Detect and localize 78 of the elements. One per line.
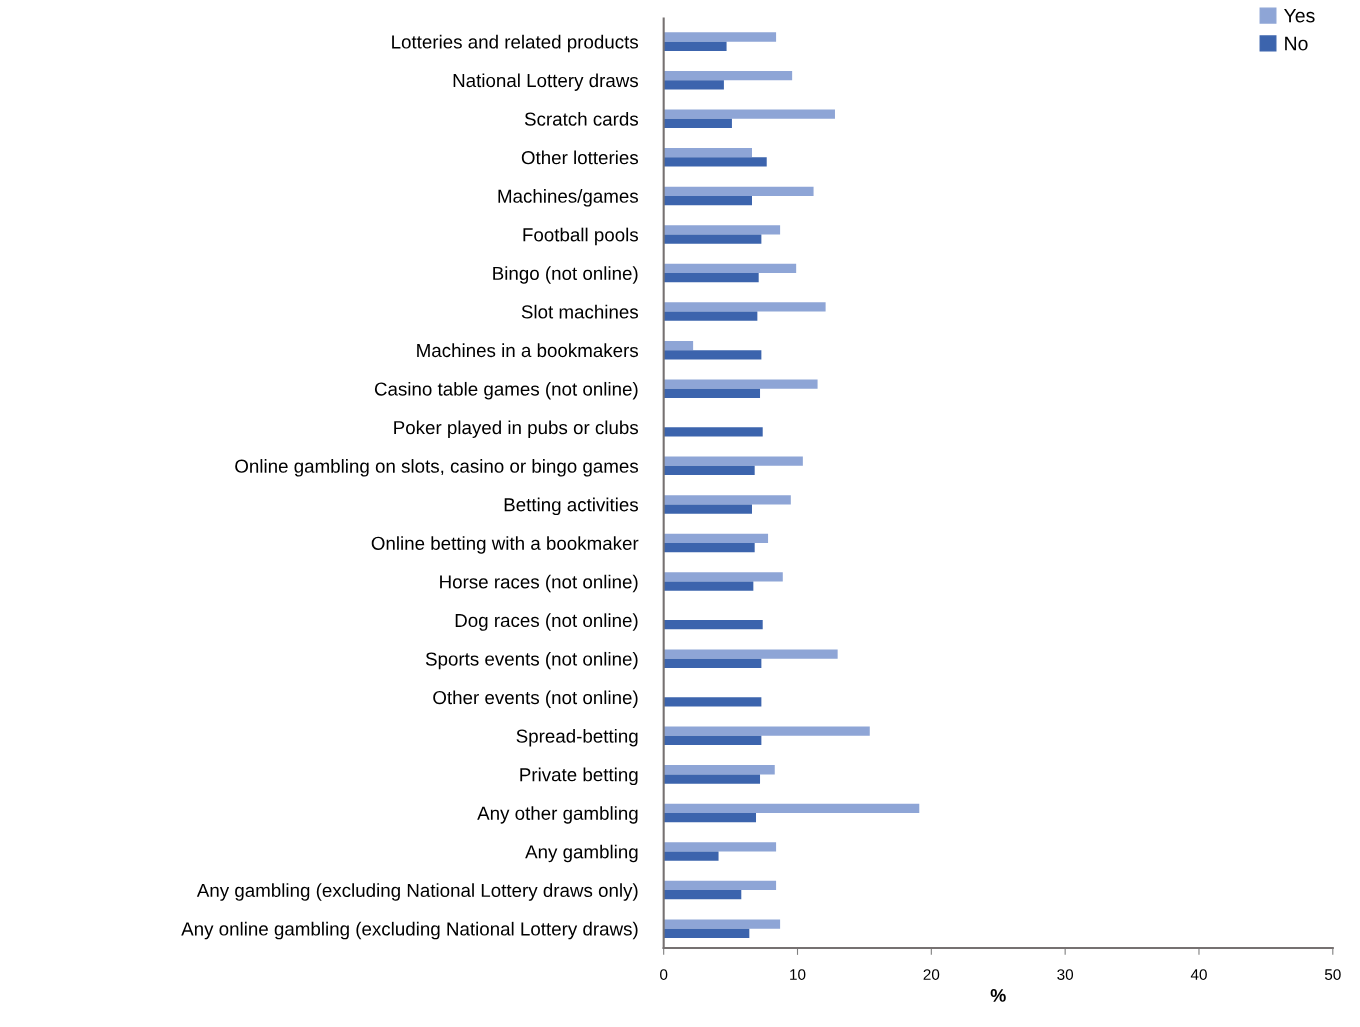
bar [663,726,870,736]
y-tick-label: Poker played in pubs or clubs [394,420,639,438]
y-tick-label: Any gambling (excluding National Lottery draws only) [196,883,638,901]
y-tick-label: Dog races (not online) [455,613,638,631]
bar [663,186,814,196]
bar [663,919,781,929]
y-tick-label: Bingo (not online) [493,266,638,284]
bar [663,456,803,466]
bar [663,735,762,746]
bar [663,157,767,167]
y-tick-label: National Lottery draws [453,73,639,91]
x-tick-label: 20 [923,969,940,980]
bar [663,581,754,591]
bar [663,542,755,553]
y-tick-label: Sports events (not online) [425,651,638,670]
y-tick-label: Lotteries and related products [392,34,639,53]
bar [663,109,835,119]
bar [663,774,761,784]
y-tick-label: Online gambling on slots, casino or bingo games [235,459,639,477]
y-tick-label: Machines/games [498,189,639,207]
y-tick-label: Any online gambling (excluding National Lottery draws) [181,921,638,940]
y-tick-label: Any other gambling [477,806,638,824]
bar [663,697,762,707]
bar [663,495,791,505]
bar [663,234,762,244]
bar [663,504,752,514]
x-axis-title: % [990,989,1006,1002]
bar [663,195,752,206]
y-tick-label: Slot machines [521,304,639,319]
bar [663,350,762,360]
bar [663,273,759,283]
x-tick-label: 0 [660,969,668,980]
y-tick-label: Spread-betting [516,729,638,747]
bar [663,118,732,129]
bar [663,70,793,81]
y-tick-label: Football pools [523,227,639,246]
x-tick-label: 40 [1190,969,1207,980]
bar [663,890,742,900]
bar [663,388,761,398]
bar [663,880,777,891]
bar [663,572,783,582]
y-tick-label: Machines in a bookmakers [417,343,639,358]
y-tick-label: Casino table games (not online) [374,381,638,400]
bar [663,80,724,90]
y-tick-label: Betting activities [504,497,639,516]
x-tick-label: 10 [790,969,806,980]
bar [663,302,826,312]
y-tick-label: Any gambling [525,844,638,863]
bar [663,620,763,630]
y-tick-label: Scratch cards [524,111,639,126]
bar [663,842,777,852]
bar [663,427,763,437]
bar [663,41,727,51]
x-tick-label: 30 [1057,969,1074,980]
bar [663,225,781,235]
bar [663,851,719,861]
bar [663,649,838,659]
bar [663,803,920,813]
y-tick-label: Online betting with a bookmaker [371,536,639,554]
bar [663,148,752,158]
bar [663,812,757,823]
bar [663,32,777,42]
bar [663,311,758,321]
y-tick-label: Horse races (not online) [440,574,638,593]
bar [663,533,769,543]
bar [663,765,775,775]
bar [663,658,762,668]
bar [663,928,750,938]
bar [663,465,755,476]
x-tick-label: 50 [1324,969,1341,980]
bar [663,263,797,274]
legend-label: No [1285,36,1308,51]
bar [663,379,818,389]
y-tick-label: Other lotteries [521,150,639,165]
y-tick-label: Private betting [520,767,638,786]
bar [663,340,694,351]
legend-label: Yes [1284,8,1315,23]
y-tick-label: Other events (not online) [433,690,638,708]
